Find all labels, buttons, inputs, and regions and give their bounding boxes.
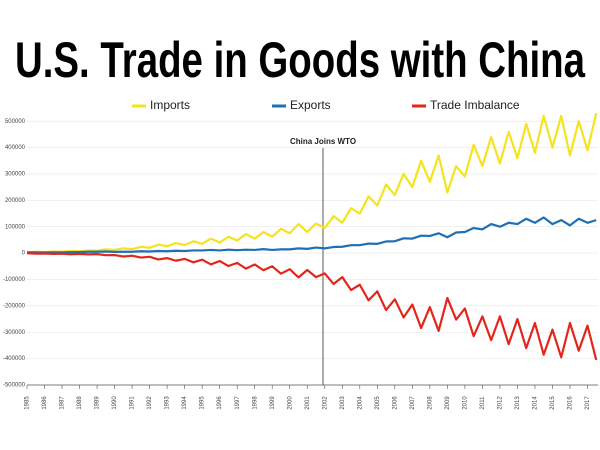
x-tick-label: 2014 — [533, 396, 539, 410]
x-tick-label: 1985 — [25, 396, 31, 410]
y-tick-label: 200000 — [5, 198, 26, 204]
x-tick-label: 2012 — [497, 396, 503, 410]
legend-label: Exports — [290, 98, 331, 112]
x-tick-label: 1989 — [95, 396, 101, 410]
legend-label: Imports — [150, 98, 190, 112]
y-tick-label: 400000 — [5, 145, 26, 151]
x-tick-label: 2007 — [410, 396, 416, 410]
x-tick-label: 2000 — [287, 396, 293, 410]
x-tick-label: 1997 — [235, 396, 241, 410]
x-tick-label: 2016 — [568, 396, 574, 410]
x-tick-label: 1999 — [270, 396, 276, 410]
chart-title: U.S. Trade in Goods with China — [15, 32, 586, 88]
x-tick-label: 2004 — [357, 396, 363, 410]
x-tick-label: 1998 — [252, 396, 258, 410]
legend-label: Trade Imbalance — [430, 98, 520, 112]
y-tick-label: -100000 — [3, 277, 26, 283]
x-tick-label: 1994 — [182, 396, 188, 410]
y-tick-label: -400000 — [3, 356, 26, 362]
x-tick-label: 2001 — [305, 396, 311, 410]
x-tick-label: 2013 — [515, 396, 521, 410]
x-tick-label: 1993 — [165, 396, 171, 410]
series-line — [27, 216, 597, 254]
y-tick-label: 500000 — [5, 119, 26, 125]
x-tick-label: 1996 — [217, 396, 223, 410]
x-tick-label: 1987 — [60, 396, 66, 410]
x-tick-label: 1992 — [147, 396, 153, 410]
x-tick-label: 2015 — [550, 396, 556, 410]
x-tick-label: 1986 — [42, 396, 48, 410]
x-tick-label: 2002 — [322, 396, 328, 410]
y-tick-label: 100000 — [5, 224, 26, 230]
x-tick-label: 2006 — [392, 396, 398, 410]
x-tick-label: 2010 — [462, 396, 468, 410]
y-tick-label: -500000 — [3, 383, 26, 389]
x-tick-label: 1991 — [130, 396, 136, 410]
x-tick-label: 2005 — [375, 396, 381, 410]
x-tick-label: 1995 — [200, 396, 206, 410]
y-tick-label: 0 — [22, 251, 26, 257]
x-tick-label: 2003 — [340, 396, 346, 410]
y-tick-label: 300000 — [5, 172, 26, 178]
x-tick-label: 2009 — [445, 396, 451, 410]
y-tick-label: -200000 — [3, 303, 26, 309]
x-tick-label: 1988 — [77, 396, 83, 410]
series-line — [26, 252, 598, 361]
series-line — [26, 113, 598, 254]
x-tick-label: 1990 — [112, 396, 118, 410]
x-tick-label: 2011 — [480, 396, 486, 410]
x-tick-label: 2008 — [427, 396, 433, 410]
annotation-label: China Joins WTO — [290, 137, 356, 146]
y-tick-label: -300000 — [3, 330, 26, 336]
x-tick-label: 2017 — [585, 396, 591, 410]
